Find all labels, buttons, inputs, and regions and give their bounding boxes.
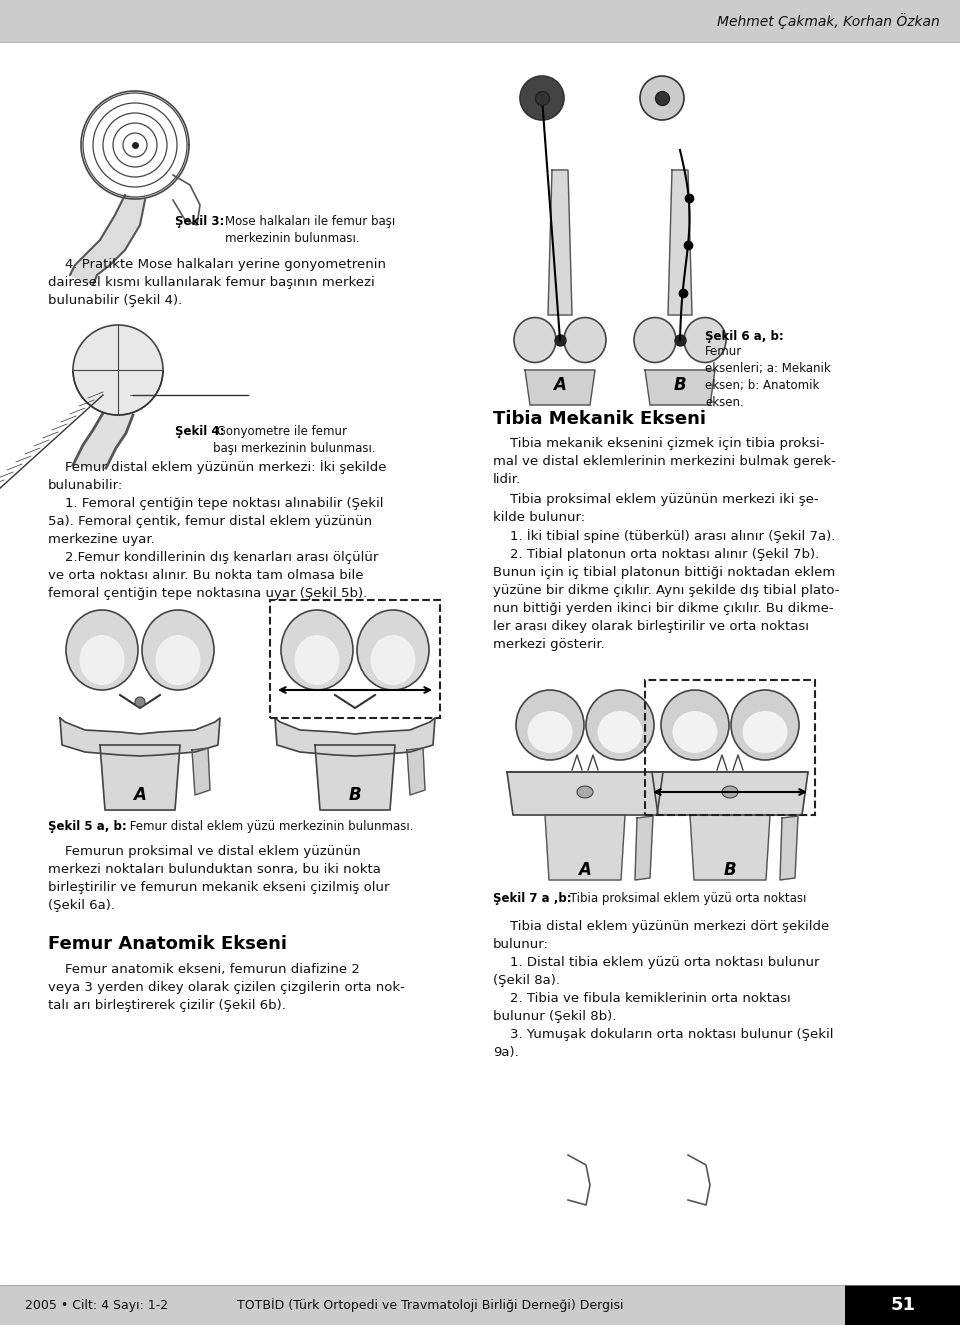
Ellipse shape — [577, 786, 593, 798]
Polygon shape — [73, 413, 133, 468]
Polygon shape — [192, 749, 210, 795]
Text: Femur anatomik ekseni, femurun diafizine 2
veya 3 yerden dikey olarak çizilen çi: Femur anatomik ekseni, femurun diafizine… — [48, 963, 405, 1012]
Text: B: B — [724, 861, 736, 878]
Text: TOTBİD (Türk Ortopedi ve Travmatoloji Birliği Derneği) Dergisi: TOTBİD (Türk Ortopedi ve Travmatoloji Bi… — [237, 1298, 623, 1312]
Ellipse shape — [142, 610, 214, 690]
Text: 51: 51 — [891, 1296, 916, 1314]
Text: Şekil 3:: Şekil 3: — [175, 215, 225, 228]
Text: A: A — [579, 861, 591, 878]
Text: Şekil 7 a ,b:: Şekil 7 a ,b: — [493, 892, 571, 905]
Ellipse shape — [371, 635, 416, 685]
Polygon shape — [507, 772, 663, 815]
Polygon shape — [545, 815, 625, 880]
Polygon shape — [407, 749, 425, 795]
Text: Femur distal eklem yüzünün merkezi: İki şekilde
bulunabilir:
    1. Femoral çent: Femur distal eklem yüzünün merkezi: İki … — [48, 460, 387, 600]
Polygon shape — [635, 816, 653, 880]
Text: 2005 • Cilt: 4 Sayı: 1-2: 2005 • Cilt: 4 Sayı: 1-2 — [25, 1298, 168, 1312]
Text: B: B — [348, 786, 361, 804]
Text: Femur Anatomik Ekseni: Femur Anatomik Ekseni — [48, 935, 287, 953]
Ellipse shape — [634, 318, 676, 363]
Text: A: A — [554, 376, 566, 394]
Ellipse shape — [281, 610, 353, 690]
Text: Tibia distal eklem yüzünün merkezi dört şekilde
bulunur:
    1. Distal tibia ekl: Tibia distal eklem yüzünün merkezi dört … — [493, 920, 833, 1059]
Ellipse shape — [564, 318, 606, 363]
Polygon shape — [690, 815, 770, 880]
Polygon shape — [645, 370, 715, 405]
Text: B: B — [674, 376, 686, 394]
Ellipse shape — [586, 690, 654, 761]
Text: Mehmet Çakmak, Korhan Özkan: Mehmet Çakmak, Korhan Özkan — [717, 13, 940, 29]
Text: Femur
eksenleri; a: Mekanik
eksen; b: Anatomik
eksen.: Femur eksenleri; a: Mekanik eksen; b: An… — [705, 344, 830, 409]
Ellipse shape — [514, 318, 556, 363]
Text: Tibia proksimal eklem yüzünün merkezi iki şe-
kilde bulunur:
    1. İki tibial s: Tibia proksimal eklem yüzünün merkezi ik… — [493, 493, 839, 652]
Circle shape — [640, 76, 684, 121]
Bar — [0, 0, 960, 42]
Circle shape — [520, 76, 564, 121]
Bar — [0, 1285, 845, 1325]
Text: Femur distal eklem yüzü merkezinin bulunması.: Femur distal eklem yüzü merkezinin bulun… — [126, 820, 414, 833]
Ellipse shape — [156, 635, 201, 685]
Polygon shape — [525, 370, 595, 405]
Ellipse shape — [722, 786, 738, 798]
Polygon shape — [652, 772, 808, 815]
Polygon shape — [275, 718, 435, 757]
Text: Femurun proksimal ve distal eklem yüzünün
merkezi noktaları bulunduktan sonra, b: Femurun proksimal ve distal eklem yüzünü… — [48, 845, 390, 912]
Text: Şekil 5 a, b:: Şekil 5 a, b: — [48, 820, 127, 833]
Text: Gonyometre ile femur
başı merkezinin bulunması.: Gonyometre ile femur başı merkezinin bul… — [213, 425, 375, 454]
Polygon shape — [100, 745, 180, 810]
Text: Mose halkaları ile femur başı
merkezinin bulunması.: Mose halkaları ile femur başı merkezinin… — [225, 215, 396, 245]
Bar — [845, 1285, 960, 1325]
Ellipse shape — [673, 712, 717, 753]
Text: 4. Pratikte Mose halkaları yerine gonyometrenin
dairesel kısmı kullanılarak femu: 4. Pratikte Mose halkaları yerine gonyom… — [48, 258, 386, 307]
Ellipse shape — [66, 610, 138, 690]
Circle shape — [73, 325, 163, 415]
Ellipse shape — [661, 690, 729, 761]
Polygon shape — [315, 745, 395, 810]
Ellipse shape — [527, 712, 572, 753]
Ellipse shape — [516, 690, 584, 761]
Polygon shape — [548, 170, 572, 315]
Ellipse shape — [80, 635, 125, 685]
Ellipse shape — [597, 712, 642, 753]
Polygon shape — [780, 816, 798, 880]
Polygon shape — [668, 170, 692, 315]
Text: A: A — [133, 786, 147, 804]
Ellipse shape — [357, 610, 429, 690]
Text: Tibia mekanik eksenini çizmek için tibia proksi-
mal ve distal eklemlerinin merk: Tibia mekanik eksenini çizmek için tibia… — [493, 437, 836, 486]
Polygon shape — [60, 718, 220, 757]
Polygon shape — [70, 195, 145, 285]
Circle shape — [135, 697, 145, 708]
Text: Şekil 6 a, b:: Şekil 6 a, b: — [705, 330, 783, 343]
Ellipse shape — [684, 318, 726, 363]
Text: Tibia proksimal eklem yüzü orta noktası: Tibia proksimal eklem yüzü orta noktası — [566, 892, 806, 905]
Ellipse shape — [742, 712, 787, 753]
Text: Şekil 4:: Şekil 4: — [175, 425, 225, 439]
Text: Tibia Mekanik Ekseni: Tibia Mekanik Ekseni — [493, 409, 706, 428]
Ellipse shape — [295, 635, 340, 685]
Ellipse shape — [731, 690, 799, 761]
